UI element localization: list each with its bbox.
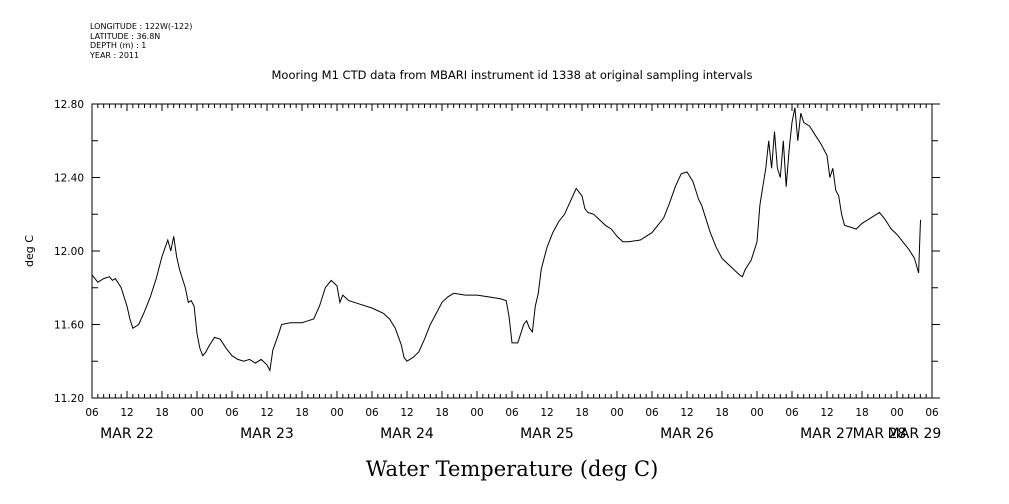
metadata-block: LONGITUDE : 122W(-122) LATITUDE : 36.8N … xyxy=(90,22,192,60)
x-tick-label: 12 xyxy=(120,407,133,419)
x-tick-label: 00 xyxy=(470,407,483,419)
x-tick-label: 00 xyxy=(190,407,203,419)
meta-latitude: LATITUDE : 36.8N xyxy=(90,31,161,41)
x-tick-label: 06 xyxy=(645,407,659,419)
x-tick-label: 00 xyxy=(610,407,623,419)
meta-year: YEAR : 2011 xyxy=(90,50,140,60)
plot-frame xyxy=(91,103,933,399)
y-tick-label: 12.80 xyxy=(54,99,84,111)
date-label: MAR 23 xyxy=(240,426,294,442)
x-tick-label: 18 xyxy=(155,407,168,419)
x-tick-label: 06 xyxy=(225,407,239,419)
x-tick-label: 12 xyxy=(260,407,273,419)
x-tick-label: 12 xyxy=(400,407,413,419)
meta-longitude: LONGITUDE : 122W(-122) xyxy=(90,22,193,31)
x-tick-label: 12 xyxy=(540,407,553,419)
water-temperature-line xyxy=(91,107,922,372)
date-label: MAR 26 xyxy=(660,426,714,442)
date-label: MAR 27 xyxy=(800,426,854,442)
x-tick-label: 06 xyxy=(505,407,519,419)
date-label: MAR 24 xyxy=(380,426,434,442)
x-tick-label: 06 xyxy=(925,407,939,419)
x-axis-label: Water Temperature (deg C) xyxy=(366,457,659,481)
x-tick-label: 06 xyxy=(85,407,99,419)
chart-title: Mooring M1 CTD data from MBARI instrumen… xyxy=(272,68,753,82)
axis-ticks xyxy=(91,103,940,399)
date-label: MAR 28 xyxy=(853,426,907,442)
date-label: MAR 22 xyxy=(100,426,154,442)
y-tick-label: 12.40 xyxy=(54,173,84,185)
x-tick-label: 06 xyxy=(365,407,379,419)
x-tick-label: 06 xyxy=(785,407,799,419)
y-tick-label: 11.60 xyxy=(54,320,84,332)
x-tick-label: 18 xyxy=(435,407,448,419)
x-tick-label: 18 xyxy=(855,407,868,419)
y-tick-label: 12.00 xyxy=(54,246,84,258)
date-label: MAR 29 xyxy=(888,426,942,442)
meta-depth: DEPTH (m) : 1 xyxy=(90,41,147,50)
date-label: MAR 25 xyxy=(520,426,574,442)
x-tick-label: 18 xyxy=(715,407,728,419)
x-tick-label: 12 xyxy=(680,407,693,419)
x-tick-label: 00 xyxy=(890,407,903,419)
y-tick-label: 11.20 xyxy=(54,393,84,405)
x-tick-label: 18 xyxy=(295,407,308,419)
x-tick-label: 00 xyxy=(750,407,763,419)
x-tick-label: 18 xyxy=(575,407,588,419)
axis-labels: 11.20 11.60 12.00 12.40 12.80 06 12 18 00 06 12 18 0… xyxy=(54,99,941,442)
x-tick-label: 12 xyxy=(820,407,833,419)
x-tick-label: 00 xyxy=(330,407,343,419)
y-axis-label: deg C xyxy=(23,235,36,267)
